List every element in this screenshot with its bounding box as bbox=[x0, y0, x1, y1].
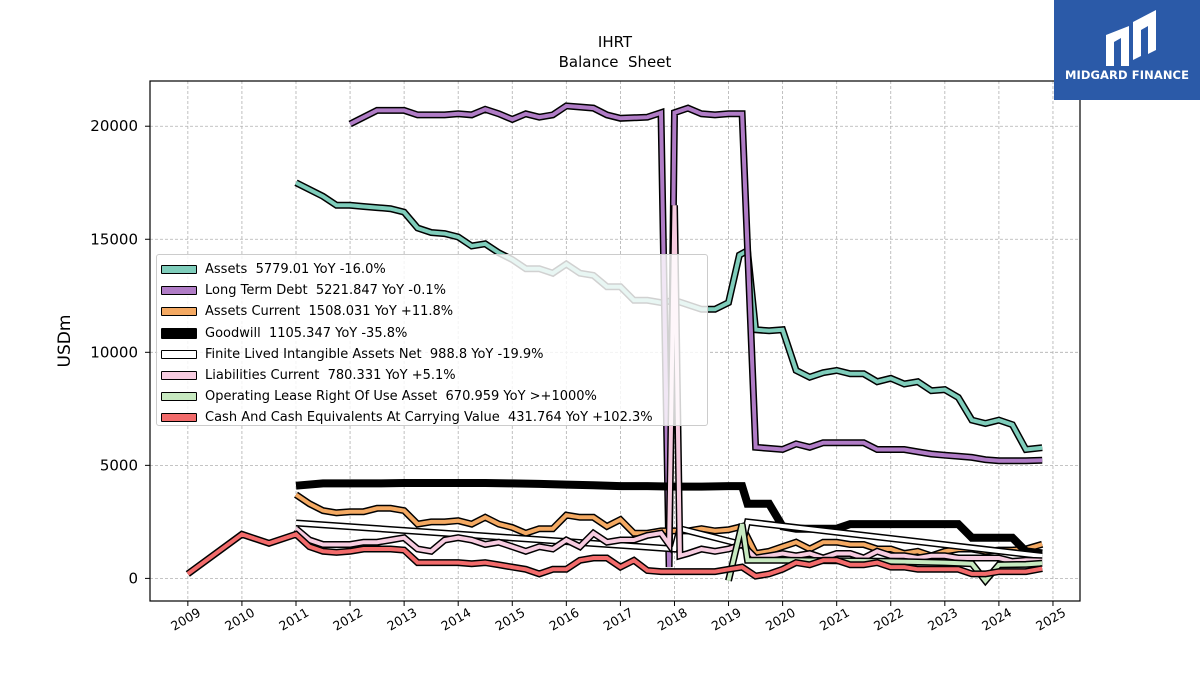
legend-label: Liabilities Current 780.331 YoY +5.1% bbox=[205, 368, 456, 384]
x-tick-label: 2022 bbox=[871, 605, 906, 634]
legend-label: Goodwill 1105.347 YoY -35.8% bbox=[205, 325, 408, 341]
series-3 bbox=[295, 479, 1043, 558]
x-tick-label: 2014 bbox=[438, 605, 473, 634]
brand-logo: MIDGARD FINANCE bbox=[1054, 0, 1200, 100]
x-tick-label: 2018 bbox=[655, 605, 690, 634]
legend-item: Operating Lease Right Of Use Asset 670.9… bbox=[161, 386, 707, 407]
x-tick-label: 2010 bbox=[222, 605, 257, 634]
x-tick-label: 2020 bbox=[763, 605, 798, 634]
y-tick-label: 5000 bbox=[100, 456, 138, 474]
legend-swatch bbox=[161, 307, 197, 317]
legend-item: Long Term Debt 5221.847 YoY -0.1% bbox=[161, 280, 707, 301]
x-tick-label: 2011 bbox=[276, 605, 311, 634]
legend-swatch bbox=[161, 349, 197, 359]
legend-label: Finite Lived Intangible Assets Net 988.8… bbox=[205, 346, 544, 362]
legend-label: Operating Lease Right Of Use Asset 670.9… bbox=[205, 389, 597, 405]
x-tick-label: 2013 bbox=[384, 605, 419, 634]
series-6 bbox=[725, 523, 1043, 587]
y-tick-label: 15000 bbox=[90, 230, 138, 248]
x-tick-label: 2009 bbox=[168, 605, 203, 634]
legend-item: Finite Lived Intangible Assets Net 988.8… bbox=[161, 344, 707, 365]
midgard-logo-icon bbox=[1106, 10, 1156, 66]
legend-swatch bbox=[161, 371, 197, 381]
series-1 bbox=[348, 102, 1043, 568]
legend-item: Cash And Cash Equivalents At Carrying Va… bbox=[161, 407, 707, 428]
legend-label: Assets 5779.01 YoY -16.0% bbox=[205, 262, 386, 278]
legend-swatch bbox=[161, 327, 197, 339]
plot-frame bbox=[149, 80, 1081, 602]
y-tick-label: 20000 bbox=[90, 117, 138, 135]
chart-legend: Assets 5779.01 YoY -16.0% Long Term Debt … bbox=[156, 254, 708, 426]
series-line bbox=[186, 532, 1043, 579]
legend-swatch bbox=[161, 413, 197, 423]
x-tick-label: 2012 bbox=[330, 605, 365, 634]
series-line bbox=[295, 479, 1043, 558]
brand-name: MIDGARD FINANCE bbox=[1064, 68, 1190, 82]
legend-label: Assets Current 1508.031 YoY +11.8% bbox=[205, 304, 454, 320]
x-tick-label: 2021 bbox=[817, 605, 852, 634]
chart-subtitle: Balance Sheet bbox=[559, 53, 672, 71]
x-tick-label: 2025 bbox=[1033, 605, 1068, 634]
legend-label: Long Term Debt 5221.847 YoY -0.1% bbox=[205, 283, 446, 299]
y-axis-label: USDm bbox=[55, 315, 75, 368]
legend-label: Cash And Cash Equivalents At Carrying Va… bbox=[205, 410, 653, 426]
chart-title: IHRT bbox=[598, 33, 633, 51]
y-tick-label: 0 bbox=[128, 569, 138, 587]
series-7 bbox=[185, 530, 1043, 580]
x-tick-label: 2023 bbox=[925, 605, 960, 634]
legend-swatch bbox=[161, 286, 197, 296]
legend-swatch bbox=[161, 265, 197, 275]
series-layer bbox=[185, 102, 1044, 587]
series-line bbox=[349, 103, 1043, 568]
legend-item: Goodwill 1105.347 YoY -35.8% bbox=[161, 323, 707, 344]
legend-item: Liabilities Current 780.331 YoY +5.1% bbox=[161, 365, 707, 386]
x-tick-label: 2016 bbox=[547, 605, 582, 634]
x-tick-label: 2015 bbox=[492, 605, 527, 634]
x-tick-label: 2024 bbox=[979, 605, 1014, 634]
series-line bbox=[726, 523, 1043, 584]
legend-item: Assets 5779.01 YoY -16.0% bbox=[161, 259, 707, 280]
y-tick-label: 10000 bbox=[90, 343, 138, 361]
legend-item: Assets Current 1508.031 YoY +11.8% bbox=[161, 301, 707, 322]
x-tick-label: 2017 bbox=[601, 605, 636, 634]
legend-swatch bbox=[161, 392, 197, 402]
x-tick-label: 2019 bbox=[709, 605, 744, 634]
